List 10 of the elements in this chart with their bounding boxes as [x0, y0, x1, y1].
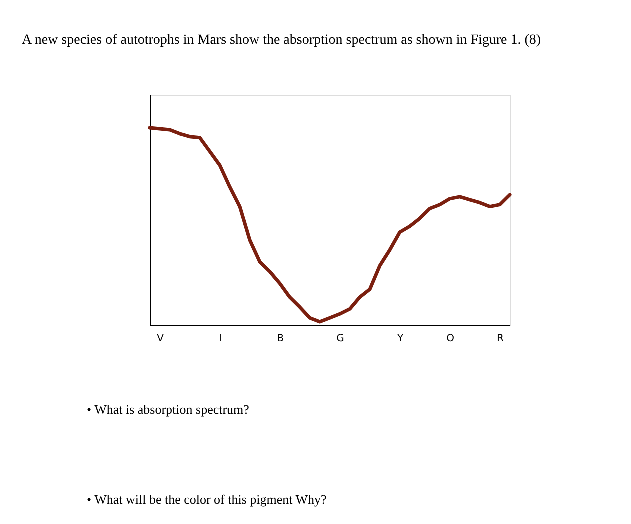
text: • What is absorption spectrum?: [87, 402, 250, 417]
x-tick-label: B: [277, 334, 284, 344]
x-tick-label: G: [336, 334, 344, 344]
chart-title: A new species of autotrophs in Mars show the absorption spectrum as shown in Figure 1. (8): [22, 33, 542, 48]
x-tick-label: R: [497, 334, 504, 344]
x-tick-label: Y: [396, 334, 404, 344]
x-tick-label: V: [157, 334, 164, 344]
x-tick-label: I: [219, 334, 222, 344]
x-tick-label: O: [446, 334, 455, 344]
text: • What will be the color of this pigment Why?: [87, 492, 328, 507]
